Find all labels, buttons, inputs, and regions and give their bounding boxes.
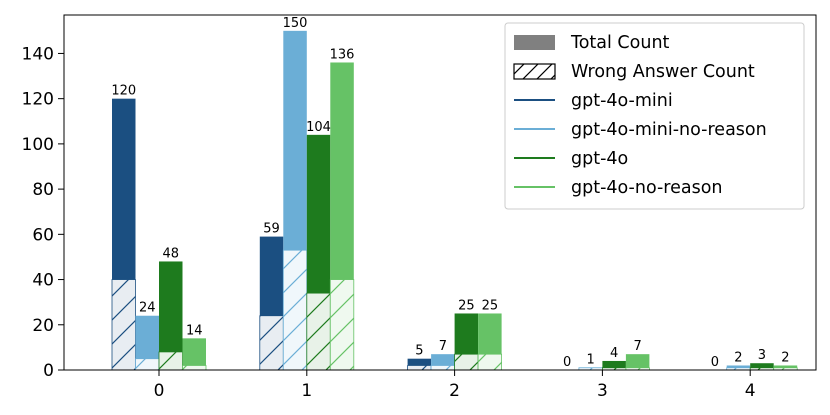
- legend-wrong-label: Wrong Answer Count: [571, 62, 755, 82]
- y-tick-label: 100: [22, 135, 54, 155]
- legend-box: [504, 22, 805, 210]
- y-tick-label: 40: [32, 271, 54, 291]
- data-label-gpt-4o-mini-no-reason-0: 24: [139, 301, 156, 316]
- wrong-bar-gpt-4o-0: [159, 351, 183, 370]
- wrong-bar-gpt-4o-no-reason-4: [773, 367, 798, 370]
- wrong-bar-gpt-4o-mini-no-reason-3: [578, 367, 603, 370]
- wrong-bar-gpt-4o-no-reason-3: [625, 367, 650, 370]
- wrong-bar-gpt-4o-mini-no-reason-0: [135, 358, 159, 370]
- legend-label-gpt-4o-mini-no-reason: gpt-4o-mini-no-reason: [571, 120, 767, 140]
- bar-gpt-4o-no-reason-0: [182, 338, 206, 370]
- data-label-gpt-4o-mini-no-reason-3: 1: [587, 353, 595, 368]
- y-tick-label: 80: [32, 180, 54, 200]
- wrong-bar-gpt-4o-no-reason-2: [478, 354, 502, 370]
- wrong-bar-gpt-4o-no-reason-0: [182, 365, 206, 370]
- wrong-bar-gpt-4o-mini-no-reason-4: [726, 367, 751, 370]
- y-tick-label: 60: [32, 225, 54, 245]
- wrong-bar-gpt-4o-mini-no-reason-2: [431, 365, 455, 370]
- wrong-bar-gpt-4o-no-reason-1: [330, 279, 354, 370]
- legend-label-gpt-4o: gpt-4o: [571, 149, 628, 169]
- legend-total-label: Total Count: [570, 33, 670, 53]
- data-label-gpt-4o-no-reason-3: 7: [634, 339, 642, 354]
- data-label-gpt-4o-2: 25: [458, 298, 475, 313]
- wrong-bar-gpt-4o-mini-2: [407, 365, 432, 370]
- legend: Total Count Wrong Answer Count gpt-4o-mini…: [504, 22, 805, 210]
- data-label-gpt-4o-mini-no-reason-1: 150: [283, 16, 308, 31]
- data-label-gpt-4o-mini-1: 59: [263, 222, 280, 237]
- wrong-bar-gpt-4o-mini-1: [259, 315, 284, 370]
- y-tick-label: 0: [43, 361, 54, 381]
- x-tick-label: 0: [154, 381, 165, 401]
- data-label-gpt-4o-3: 4: [610, 346, 618, 361]
- data-label-gpt-4o-4: 3: [758, 348, 766, 363]
- bar-gpt-4o-4: [750, 363, 774, 370]
- data-label-gpt-4o-no-reason-0: 14: [186, 323, 203, 338]
- legend-label-gpt-4o-no-reason: gpt-4o-no-reason: [571, 178, 723, 198]
- bar-gpt-4o-0: [159, 261, 183, 370]
- data-label-gpt-4o-mini-4: 0: [711, 355, 719, 370]
- data-label-gpt-4o-no-reason-4: 2: [781, 350, 789, 365]
- x-tick-label: 3: [597, 381, 608, 401]
- bar-gpt-4o-no-reason-3: [625, 354, 650, 370]
- data-label-gpt-4o-mini-0: 120: [111, 84, 136, 99]
- plot-frame: [63, 14, 817, 371]
- wrong-bar-gpt-4o-mini-0: [112, 279, 136, 370]
- x-tick-label: 4: [745, 381, 756, 401]
- x-tick-label: 1: [301, 381, 312, 401]
- data-label-gpt-4o-no-reason-1: 136: [330, 47, 355, 62]
- bar-gpt-4o-3: [602, 360, 626, 370]
- wrong-bar-gpt-4o-2: [454, 354, 479, 370]
- y-tick-label: 120: [22, 90, 54, 110]
- legend-label-gpt-4o-mini: gpt-4o-mini: [571, 91, 673, 111]
- y-tick-label: 20: [32, 316, 54, 336]
- legend-total-swatch: [514, 35, 555, 50]
- legend-wrong-swatch: [513, 63, 556, 80]
- wrong-bar-gpt-4o-3: [602, 367, 626, 370]
- x-tick-label: 2: [449, 381, 460, 401]
- data-label-gpt-4o-no-reason-2: 25: [482, 298, 499, 313]
- data-label-gpt-4o-mini-no-reason-2: 7: [439, 339, 447, 354]
- data-label-gpt-4o-mini-2: 5: [415, 344, 423, 359]
- wrong-bar-gpt-4o-4: [750, 367, 774, 370]
- bar-gpt-4o-mini-2: [407, 358, 432, 370]
- wrong-bar-gpt-4o-mini-no-reason-1: [283, 250, 307, 370]
- bar-gpt-4o-mini-no-reason-0: [135, 315, 159, 370]
- wrong-bar-gpt-4o-1: [306, 293, 331, 370]
- data-label-gpt-4o-mini-no-reason-4: 2: [734, 350, 742, 365]
- data-label-gpt-4o-0: 48: [162, 246, 179, 261]
- bars-layer: [111, 30, 798, 371]
- y-tick-label: 140: [22, 44, 54, 64]
- data-label-gpt-4o-1: 104: [306, 120, 331, 135]
- data-label-gpt-4o-mini-3: 0: [563, 355, 571, 370]
